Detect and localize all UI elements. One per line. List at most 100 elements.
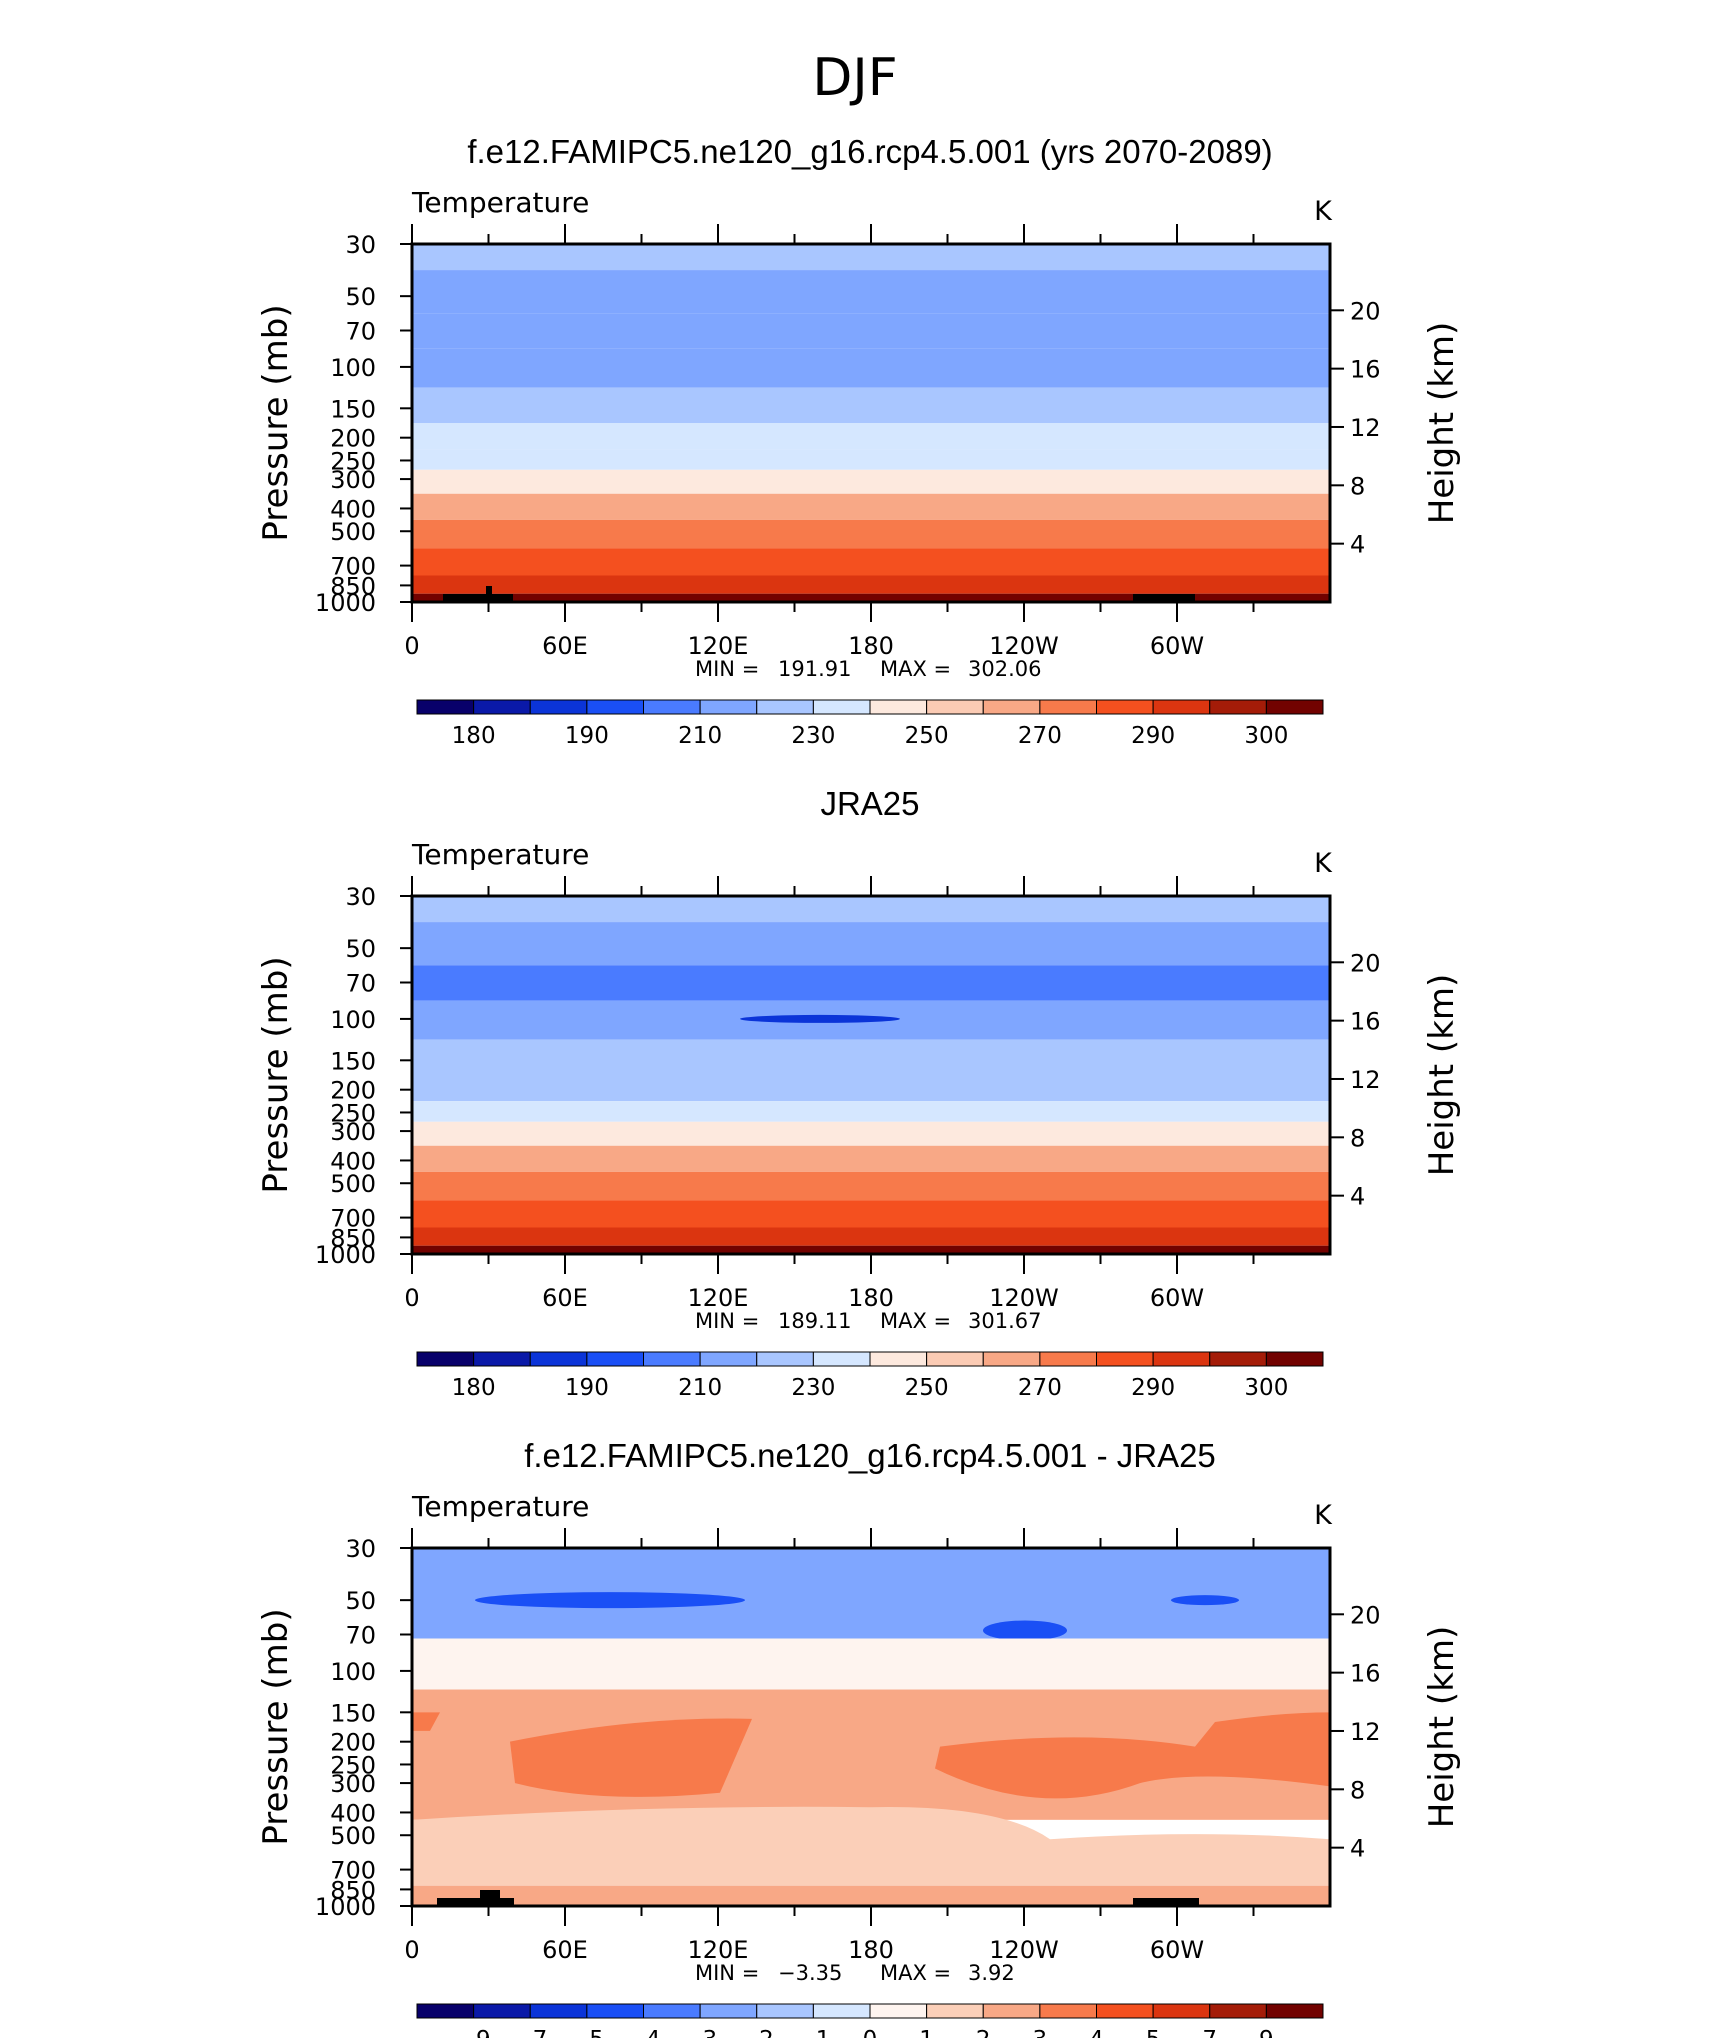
colorbar-swatch bbox=[1265, 2003, 1324, 2019]
variable-label: Temperature bbox=[411, 186, 589, 219]
contour-field bbox=[412, 1548, 1330, 1906]
contour-field bbox=[412, 896, 1330, 1254]
pressure-tick-label: 1000 bbox=[315, 589, 376, 617]
temperature-band bbox=[412, 575, 1330, 594]
pressure-tick-label: 70 bbox=[345, 970, 376, 998]
colorbar-swatch bbox=[812, 2003, 871, 2019]
colorbar-label: 290 bbox=[1131, 723, 1175, 749]
colorbar-label: −3 bbox=[683, 2027, 717, 2038]
colorbar-swatch bbox=[586, 2003, 644, 2019]
variable-label: Temperature bbox=[411, 1490, 589, 1523]
colorbar-swatch bbox=[473, 2003, 531, 2019]
topography bbox=[486, 586, 492, 594]
temperature-band bbox=[412, 519, 1330, 549]
colorbar-swatch bbox=[699, 2003, 758, 2019]
temperature-band bbox=[412, 593, 1330, 602]
colorbar-swatch bbox=[699, 699, 758, 715]
cold-core-contour bbox=[740, 1014, 900, 1023]
temperature-band bbox=[412, 965, 1330, 1001]
x-tick-label: 60W bbox=[1150, 1284, 1204, 1312]
panel-3: f.e12.FAMIPC5.ne120_g16.rcp4.5.001 - JRA… bbox=[256, 1437, 1462, 2038]
colorbar-swatch bbox=[1152, 2003, 1211, 2019]
colorbar-swatch bbox=[643, 699, 701, 715]
colorbar-label: −5 bbox=[570, 2027, 604, 2038]
min-value: 191.91 bbox=[778, 657, 851, 681]
pressure-tick-label: 30 bbox=[345, 883, 376, 911]
x-tick-label: 60W bbox=[1150, 632, 1204, 660]
diff-mid-troposphere bbox=[412, 1806, 1330, 1886]
x-tick-label: 120W bbox=[989, 1284, 1059, 1312]
temperature-band bbox=[412, 1227, 1330, 1246]
pressure-tick-label: 50 bbox=[345, 935, 376, 963]
panel-title: f.e12.FAMIPC5.ne120_g16.rcp4.5.001 - JRA… bbox=[524, 1437, 1216, 1474]
diff-lower-troposphere bbox=[412, 1885, 1330, 1906]
colorbar-label: 2 bbox=[976, 2027, 991, 2038]
colorbar-swatch bbox=[1265, 1351, 1324, 1367]
pressure-tick-label: 300 bbox=[330, 466, 376, 494]
pressure-tick-label: 150 bbox=[330, 1047, 376, 1075]
pressure-tick-label: 70 bbox=[345, 1622, 376, 1650]
pressure-tick-label: 850 bbox=[330, 1876, 376, 1904]
diff-tropopause bbox=[412, 1638, 1330, 1690]
pressure-tick-label: 250 bbox=[330, 1099, 376, 1127]
max-value: 302.06 bbox=[968, 657, 1041, 681]
colorbar-swatch bbox=[869, 2003, 928, 2019]
colorbar-swatch bbox=[1096, 1351, 1154, 1367]
colorbar-swatch bbox=[1039, 2003, 1097, 2019]
units-label: K bbox=[1314, 196, 1333, 227]
temperature-band bbox=[412, 548, 1330, 576]
colorbar-swatch bbox=[1152, 1351, 1211, 1367]
temperature-band bbox=[412, 1039, 1330, 1075]
colorbar-label: 1 bbox=[919, 2027, 934, 2038]
colorbar: 180 190 210 230 250 270 290 300 bbox=[416, 699, 1324, 749]
x-tick-label: 0 bbox=[404, 1936, 419, 1964]
colorbar-swatch bbox=[756, 1351, 814, 1367]
y-axis-title: Pressure (mb) bbox=[256, 956, 296, 1193]
colorbar-label: 180 bbox=[452, 723, 496, 749]
pressure-tick-label: 400 bbox=[330, 1799, 376, 1827]
colorbar-swatch bbox=[1209, 699, 1267, 715]
diff-warm-patch bbox=[510, 1718, 752, 1797]
colorbar-swatch bbox=[926, 1351, 984, 1367]
pressure-tick-label: 200 bbox=[330, 1729, 376, 1757]
contour-field bbox=[412, 244, 1330, 602]
colorbar-label: −7 bbox=[513, 2027, 547, 2038]
colorbar-label: 230 bbox=[791, 1375, 835, 1401]
colorbar-label: 0 bbox=[863, 2027, 878, 2038]
topography bbox=[1133, 594, 1195, 602]
colorbar-swatch bbox=[982, 2003, 1041, 2019]
colorbar-label: 7 bbox=[1202, 2027, 1217, 2038]
height-tick-label: 20 bbox=[1350, 949, 1381, 977]
pressure-tick-label: 300 bbox=[330, 1770, 376, 1798]
pressure-tick-label: 400 bbox=[330, 495, 376, 523]
colorbar-swatch bbox=[1209, 2003, 1267, 2019]
colorbar-label: 3 bbox=[1033, 2027, 1048, 2038]
temperature-band bbox=[412, 896, 1330, 923]
x-tick-label: 0 bbox=[404, 1284, 419, 1312]
y-axis-title: Pressure (mb) bbox=[256, 304, 296, 541]
colorbar-swatch bbox=[473, 699, 531, 715]
temperature-band bbox=[412, 244, 1330, 271]
temperature-band bbox=[412, 1145, 1330, 1172]
x-tick-label: 60E bbox=[542, 632, 588, 660]
colorbar-swatch bbox=[586, 1351, 644, 1367]
min-value: 189.11 bbox=[778, 1309, 851, 1333]
pressure-tick-label: 1000 bbox=[315, 1241, 376, 1269]
pressure-tick-label: 300 bbox=[330, 1118, 376, 1146]
colorbar-label: −9 bbox=[457, 2027, 491, 2038]
min-label: MIN = bbox=[695, 657, 759, 681]
min-label: MIN = bbox=[695, 1309, 759, 1333]
temperature-band bbox=[412, 1121, 1330, 1146]
diff-warm-patch bbox=[412, 1712, 440, 1731]
pressure-tick-label: 30 bbox=[345, 231, 376, 259]
height-tick-label: 4 bbox=[1350, 1835, 1365, 1863]
colorbar-label: 210 bbox=[678, 723, 722, 749]
pressure-tick-label: 500 bbox=[330, 518, 376, 546]
colorbar-label: 5 bbox=[1146, 2027, 1161, 2038]
height-tick-label: 4 bbox=[1350, 531, 1365, 559]
height-tick-label: 12 bbox=[1350, 1066, 1381, 1094]
pressure-tick-label: 150 bbox=[330, 395, 376, 423]
colorbar-swatch bbox=[1265, 699, 1324, 715]
colorbar-swatch bbox=[1096, 2003, 1154, 2019]
